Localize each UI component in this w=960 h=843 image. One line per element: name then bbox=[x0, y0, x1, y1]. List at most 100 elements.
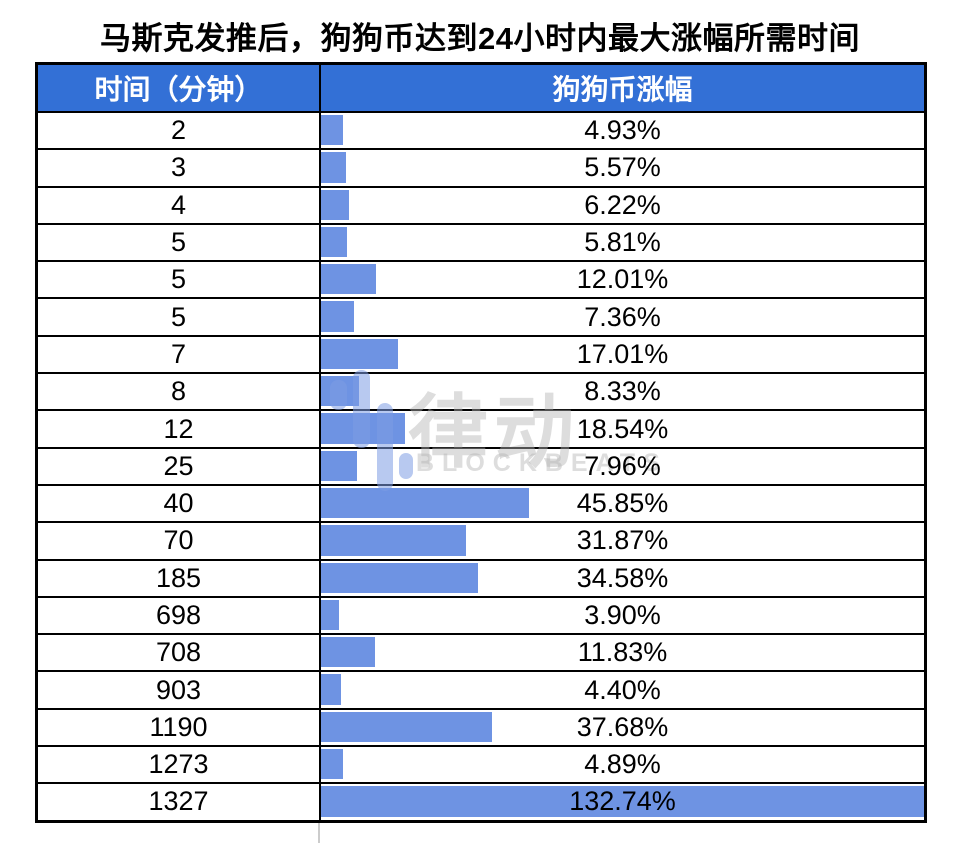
gain-label: 18.54% bbox=[576, 413, 669, 444]
gain-label: 5.81% bbox=[584, 227, 661, 258]
gain-bar bbox=[321, 674, 341, 705]
gain-bar bbox=[321, 338, 399, 370]
table-row: 8 8.33% bbox=[38, 372, 924, 410]
gain-cell: 37.68% bbox=[321, 710, 924, 745]
table-row: 903 4.40% bbox=[38, 670, 924, 708]
gain-cell: 4.93% bbox=[321, 113, 924, 148]
gain-bar bbox=[321, 376, 359, 407]
time-cell: 1327 bbox=[38, 784, 321, 820]
gain-bar bbox=[321, 264, 376, 295]
gain-cell: 11.83% bbox=[321, 635, 924, 670]
table-header-row: 时间（分钟） 狗狗币涨幅 bbox=[38, 65, 924, 111]
table-row: 698 3.90% bbox=[38, 595, 924, 634]
time-cell: 1273 bbox=[38, 747, 321, 783]
gain-bar bbox=[321, 786, 924, 817]
table-row: 40 45.85% bbox=[38, 483, 924, 522]
table-row: 185 34.58% bbox=[38, 558, 924, 596]
time-cell: 8 bbox=[38, 374, 321, 410]
table-row: 25 7.96% bbox=[38, 446, 924, 484]
gain-cell: 12.01% bbox=[321, 262, 924, 297]
header-gain-column: 狗狗币涨幅 bbox=[552, 74, 693, 105]
gain-cell: 7.36% bbox=[321, 299, 924, 334]
time-cell: 5 bbox=[38, 262, 321, 298]
header-time-column: 时间（分钟） bbox=[38, 65, 321, 111]
gain-label: 11.83% bbox=[577, 637, 668, 668]
table-row: 5 5.81% bbox=[38, 222, 924, 261]
time-cell: 5 bbox=[38, 224, 321, 261]
table-row: 70 31.87% bbox=[38, 521, 924, 559]
time-cell: 3 bbox=[38, 150, 321, 186]
gain-label: 7.96% bbox=[584, 450, 661, 481]
gain-cell: 4.89% bbox=[321, 747, 924, 782]
gain-bar bbox=[321, 301, 355, 332]
time-cell: 708 bbox=[38, 635, 321, 671]
gain-bar bbox=[321, 189, 350, 220]
table-row: 708 11.83% bbox=[38, 633, 924, 671]
table-row: 5 12.01% bbox=[38, 260, 924, 298]
gain-label: 37.68% bbox=[576, 711, 669, 742]
gain-cell: 45.85% bbox=[321, 486, 924, 521]
column-divider-stub bbox=[318, 823, 320, 843]
table-row: 12 18.54% bbox=[38, 409, 924, 447]
gain-label: 34.58% bbox=[576, 562, 669, 593]
gain-cell: 7.96% bbox=[321, 449, 924, 484]
gain-cell: 31.87% bbox=[321, 523, 924, 558]
gain-label: 17.01% bbox=[576, 338, 669, 369]
gain-bar bbox=[321, 637, 375, 668]
time-cell: 40 bbox=[38, 485, 321, 522]
gain-bar bbox=[321, 450, 358, 481]
time-cell: 2 bbox=[38, 113, 321, 149]
gain-label: 8.33% bbox=[584, 376, 661, 407]
gain-label: 4.93% bbox=[584, 115, 661, 146]
time-cell: 5 bbox=[38, 299, 321, 335]
gain-label: 45.85% bbox=[576, 488, 669, 519]
time-cell: 1190 bbox=[38, 709, 321, 746]
gain-label: 132.74% bbox=[569, 786, 676, 817]
gain-label: 5.57% bbox=[584, 152, 661, 183]
chart-title: 马斯克发推后，狗狗币达到24小时内最大涨幅所需时间 bbox=[100, 21, 860, 56]
gain-label: 6.22% bbox=[584, 189, 661, 220]
gain-label: 3.90% bbox=[584, 600, 661, 630]
gain-bar bbox=[321, 115, 344, 146]
gain-bar bbox=[321, 413, 406, 444]
gain-cell: 18.54% bbox=[321, 411, 924, 446]
data-table: 时间（分钟） 狗狗币涨幅 2 4.93% 3 5.57% 4 6.22% bbox=[35, 62, 927, 823]
gain-cell: 17.01% bbox=[321, 337, 924, 372]
table-row: 1190 37.68% bbox=[38, 707, 924, 746]
table-row: 1327 132.74% bbox=[38, 782, 924, 820]
gain-bar bbox=[321, 599, 339, 631]
gain-label: 4.89% bbox=[584, 749, 661, 780]
table-row: 2 4.93% bbox=[38, 111, 924, 149]
gain-bar bbox=[321, 525, 466, 556]
gain-cell: 5.57% bbox=[321, 150, 924, 185]
time-cell: 7 bbox=[38, 336, 321, 373]
table-row: 4 6.22% bbox=[38, 185, 924, 223]
time-cell: 698 bbox=[38, 597, 321, 634]
time-cell: 25 bbox=[38, 448, 321, 484]
gain-label: 31.87% bbox=[576, 525, 669, 556]
gain-cell: 34.58% bbox=[321, 561, 924, 596]
gain-cell: 8.33% bbox=[321, 374, 924, 409]
table-row: 5 7.36% bbox=[38, 297, 924, 335]
time-cell: 70 bbox=[38, 523, 321, 559]
gain-bar bbox=[321, 226, 348, 258]
gain-label: 4.40% bbox=[584, 674, 661, 705]
gain-bar bbox=[321, 749, 344, 780]
gain-label: 12.01% bbox=[576, 264, 669, 295]
table-row: 7 17.01% bbox=[38, 334, 924, 373]
gain-cell: 5.81% bbox=[321, 225, 924, 260]
gain-bar bbox=[321, 487, 530, 519]
gain-bar bbox=[321, 152, 347, 183]
time-cell: 4 bbox=[38, 187, 321, 223]
table-row: 3 5.57% bbox=[38, 148, 924, 186]
gain-label: 7.36% bbox=[584, 301, 661, 332]
time-cell: 903 bbox=[38, 672, 321, 708]
gain-bar bbox=[321, 562, 479, 593]
time-cell: 185 bbox=[38, 560, 321, 596]
gain-cell: 6.22% bbox=[321, 188, 924, 223]
gain-cell: 3.90% bbox=[321, 598, 924, 633]
table-row: 1273 4.89% bbox=[38, 745, 924, 783]
gain-cell: 132.74% bbox=[321, 784, 924, 819]
gain-cell: 4.40% bbox=[321, 672, 924, 707]
